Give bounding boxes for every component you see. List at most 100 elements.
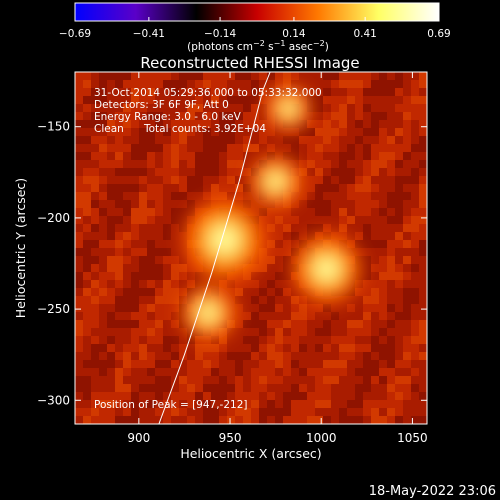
texture-cell: [171, 312, 179, 320]
texture-cell: [75, 136, 83, 144]
texture-cell: [371, 344, 379, 352]
colorbar-tick-label: 0.41: [353, 28, 376, 40]
texture-cell: [347, 360, 355, 368]
texture-cell: [243, 320, 251, 328]
texture-cell: [139, 128, 147, 136]
texture-cell: [355, 192, 363, 200]
texture-cell: [235, 352, 243, 360]
texture-cell: [283, 376, 291, 384]
texture-cell: [131, 296, 139, 304]
texture-cell: [83, 136, 91, 144]
texture-cell: [123, 152, 131, 160]
texture-cell: [395, 104, 403, 112]
texture-cell: [139, 416, 147, 424]
texture-cell: [243, 336, 251, 344]
texture-cell: [123, 144, 131, 152]
texture-cell: [387, 344, 395, 352]
texture-cell: [235, 392, 243, 400]
texture-cell: [259, 144, 267, 152]
texture-cell: [235, 72, 243, 80]
texture-cell: [147, 280, 155, 288]
texture-cell: [251, 312, 259, 320]
texture-cell: [259, 336, 267, 344]
texture-cell: [299, 176, 307, 184]
texture-cell: [339, 152, 347, 160]
texture-cell: [387, 160, 395, 168]
texture-cell: [203, 360, 211, 368]
texture-cell: [91, 152, 99, 160]
texture-cell: [299, 224, 307, 232]
texture-cell: [123, 264, 131, 272]
texture-cell: [355, 320, 363, 328]
texture-cell: [395, 360, 403, 368]
texture-cell: [331, 80, 339, 88]
texture-cell: [347, 416, 355, 424]
texture-cell: [267, 360, 275, 368]
texture-cell: [123, 368, 131, 376]
texture-cell: [339, 176, 347, 184]
texture-cell: [155, 288, 163, 296]
texture-cell: [171, 112, 179, 120]
texture-cell: [163, 304, 171, 312]
texture-cell: [107, 416, 115, 424]
texture-cell: [371, 136, 379, 144]
texture-cell: [347, 192, 355, 200]
texture-cell: [107, 208, 115, 216]
texture-cell: [163, 192, 171, 200]
texture-cell: [107, 72, 115, 80]
texture-cell: [331, 320, 339, 328]
texture-cell: [99, 88, 107, 96]
texture-cell: [419, 360, 427, 368]
texture-cell: [339, 112, 347, 120]
texture-cell: [75, 264, 83, 272]
texture-cell: [395, 296, 403, 304]
texture-cell: [195, 120, 203, 128]
texture-cell: [131, 88, 139, 96]
texture-cell: [347, 144, 355, 152]
texture-cell: [347, 368, 355, 376]
texture-cell: [211, 184, 219, 192]
texture-cell: [251, 352, 259, 360]
texture-cell: [139, 176, 147, 184]
texture-cell: [299, 304, 307, 312]
texture-cell: [315, 160, 323, 168]
texture-cell: [419, 96, 427, 104]
texture-cell: [187, 368, 195, 376]
texture-cell: [211, 152, 219, 160]
texture-cell: [203, 384, 211, 392]
texture-cell: [379, 352, 387, 360]
texture-cell: [83, 168, 91, 176]
texture-cell: [267, 264, 275, 272]
texture-cell: [419, 104, 427, 112]
texture-cell: [275, 288, 283, 296]
texture-cell: [371, 176, 379, 184]
texture-cell: [363, 224, 371, 232]
texture-cell: [155, 344, 163, 352]
texture-cell: [323, 224, 331, 232]
texture-cell: [235, 312, 243, 320]
texture-cell: [259, 72, 267, 80]
texture-cell: [275, 296, 283, 304]
texture-cell: [83, 120, 91, 128]
texture-cell: [91, 304, 99, 312]
texture-cell: [347, 112, 355, 120]
texture-cell: [339, 216, 347, 224]
annotation-energy: Energy Range: 3.0 - 6.0 keV: [94, 111, 242, 123]
texture-cell: [283, 368, 291, 376]
texture-cell: [75, 160, 83, 168]
texture-cell: [235, 304, 243, 312]
texture-cell: [163, 80, 171, 88]
texture-cell: [323, 72, 331, 80]
texture-cell: [363, 416, 371, 424]
texture-cell: [155, 400, 163, 408]
texture-cell: [115, 320, 123, 328]
texture-cell: [131, 312, 139, 320]
texture-cell: [355, 360, 363, 368]
texture-cell: [251, 296, 259, 304]
texture-cell: [363, 160, 371, 168]
texture-cell: [267, 344, 275, 352]
texture-cell: [387, 248, 395, 256]
texture-cell: [371, 304, 379, 312]
texture-cell: [147, 184, 155, 192]
texture-cell: [355, 288, 363, 296]
